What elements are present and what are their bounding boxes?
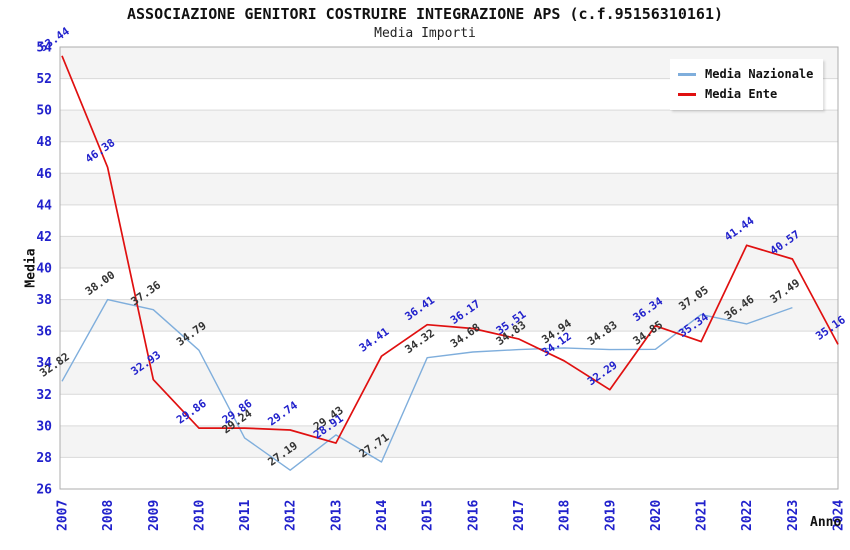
y-tick-48: 48 [36,135,52,150]
x-tick-labels: 2007 2008 2009 2010 2011 2012 2013 2014 2015 2016… [56,500,847,531]
band-48-50 [60,110,838,142]
y-tick-30: 30 [36,419,52,434]
y-tick-54: 54 [36,41,52,56]
x-tick-2014: 2014 [375,500,390,531]
y-tick-26: 26 [36,483,52,498]
x-tick-2007: 2007 [56,500,71,531]
x-tick-2023: 2023 [786,500,801,531]
x-tick-2011: 2011 [238,500,253,531]
band-32-34 [60,362,838,395]
band-28-30 [60,425,838,458]
x-tick-2012: 2012 [284,500,299,531]
legend-item-media-ente: Media Ente [678,84,813,104]
x-axis-title: Anno [810,515,842,530]
plot-border-rect [59,46,839,490]
y-tick-40: 40 [36,262,52,277]
y-tick-32: 32 [36,388,52,403]
chart-subtitle: Media Importi [374,26,476,41]
x-tick-2018: 2018 [558,500,573,531]
x-tick-2009: 2009 [147,500,162,531]
x-tick-2021: 2021 [695,500,710,531]
legend-label-nazionale: Media Nazionale [705,67,814,81]
legend: Media Nazionale Media Ente [670,59,824,110]
x-tick-2008: 2008 [101,500,116,531]
y-tick-42: 42 [36,230,52,245]
x-tick-2015: 2015 [421,500,436,531]
y-tick-38: 38 [36,293,52,308]
plot-border [59,46,839,490]
legend-item-media-nazionale: Media Nazionale [678,64,813,84]
y-tick-labels: 26 28 30 32 34 36 38 40 42 44 46 48 50 52 54 [36,41,52,498]
y-tick-34: 34 [36,356,52,371]
band-fills [60,47,838,458]
y-tick-52: 52 [36,72,52,87]
value-label-2010: 29.86 [174,397,209,427]
line-media-ente [61,55,839,444]
series-lines [61,55,839,471]
y-tick-36: 36 [36,325,52,340]
x-tick-2010: 2010 [192,500,207,531]
x-tick-2022: 2022 [740,500,755,531]
y-tick-50: 50 [36,104,52,119]
x-tick-2017: 2017 [512,500,527,531]
legend-line-swatch-nazionale [678,72,696,76]
value-label-2008: 38.00 [83,268,118,298]
x-tick-2020: 2020 [649,500,664,531]
x-tick-2024: 2024 [832,500,847,531]
y-tick-44: 44 [36,198,52,213]
x-tick-2013: 2013 [329,500,344,531]
y-tick-46: 46 [36,167,52,182]
band-44-46 [60,173,838,205]
line-media-nazionale [61,298,793,471]
x-tick-2019: 2019 [603,500,618,531]
y-tick-28: 28 [36,451,52,466]
legend-line-swatch-ente [678,92,696,96]
band-40-42 [60,236,838,268]
value-label-2012: 29.74 [265,399,300,429]
y-axis-title: Media [23,248,39,288]
legend-label-ente: Media Ente [705,87,778,101]
chart-title: ASSOCIAZIONE GENITORI COSTRUIRE INTEGRAZ… [126,5,724,23]
x-tick-2016: 2016 [466,500,481,531]
